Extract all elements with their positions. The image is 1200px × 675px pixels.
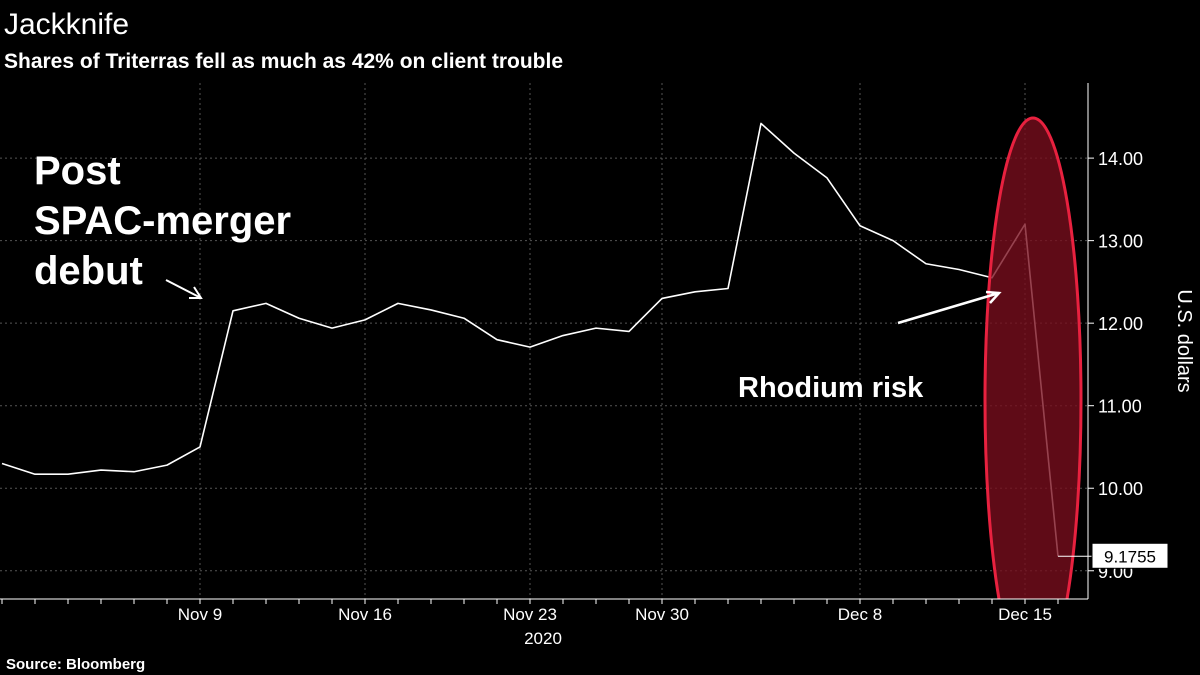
y-tick-label: 11.00 [1098, 397, 1142, 417]
x-tick-label: Nov 23 [503, 605, 557, 624]
highlight-ellipse [983, 116, 1083, 599]
x-tick-label: Dec 8 [838, 605, 882, 624]
y-tick-label: 14.00 [1098, 149, 1143, 169]
annotation-text: SPAC-merger [34, 199, 291, 243]
last-value: 9.1755 [1058, 542, 1169, 569]
value-label: 9.1755 [1104, 547, 1156, 566]
series [1, 122, 1059, 557]
y-tick-label: 12.00 [1098, 314, 1143, 334]
x-tick-label: Nov 16 [338, 605, 392, 624]
y-tick-label: 13.00 [1098, 232, 1143, 252]
x-tick-label: Nov 30 [635, 605, 689, 624]
source: Source: Bloomberg [6, 656, 145, 673]
line [1, 122, 1059, 557]
annotation-arrow [897, 290, 1002, 325]
value-label-box [1091, 542, 1169, 569]
chart-title: Jackknife [4, 8, 129, 41]
annotation-text: Rhodium risk [738, 372, 924, 404]
y-axis-label: U.S. dollars [1173, 289, 1195, 392]
x-axis-label: 2020 [524, 629, 562, 648]
annotation: Rhodium risk [738, 290, 1002, 404]
grid [0, 83, 1094, 604]
annotation: Post SPAC-merger debut [34, 149, 291, 299]
x-tick-labels: Nov 9 Nov 16 Nov 23 Nov 30 Dec 8 Dec 15 [178, 605, 1052, 624]
annotation-text: debut [34, 249, 143, 293]
chart-subtitle: Shares of Triterras fell as much as 42% … [4, 50, 563, 73]
y-tick-label: 10.00 [1098, 479, 1143, 499]
x-tick-label: Dec 15 [998, 605, 1052, 624]
annotation-arrow [165, 279, 203, 299]
x-tick-label: Nov 9 [178, 605, 222, 624]
annotation-text: Post [34, 149, 121, 193]
